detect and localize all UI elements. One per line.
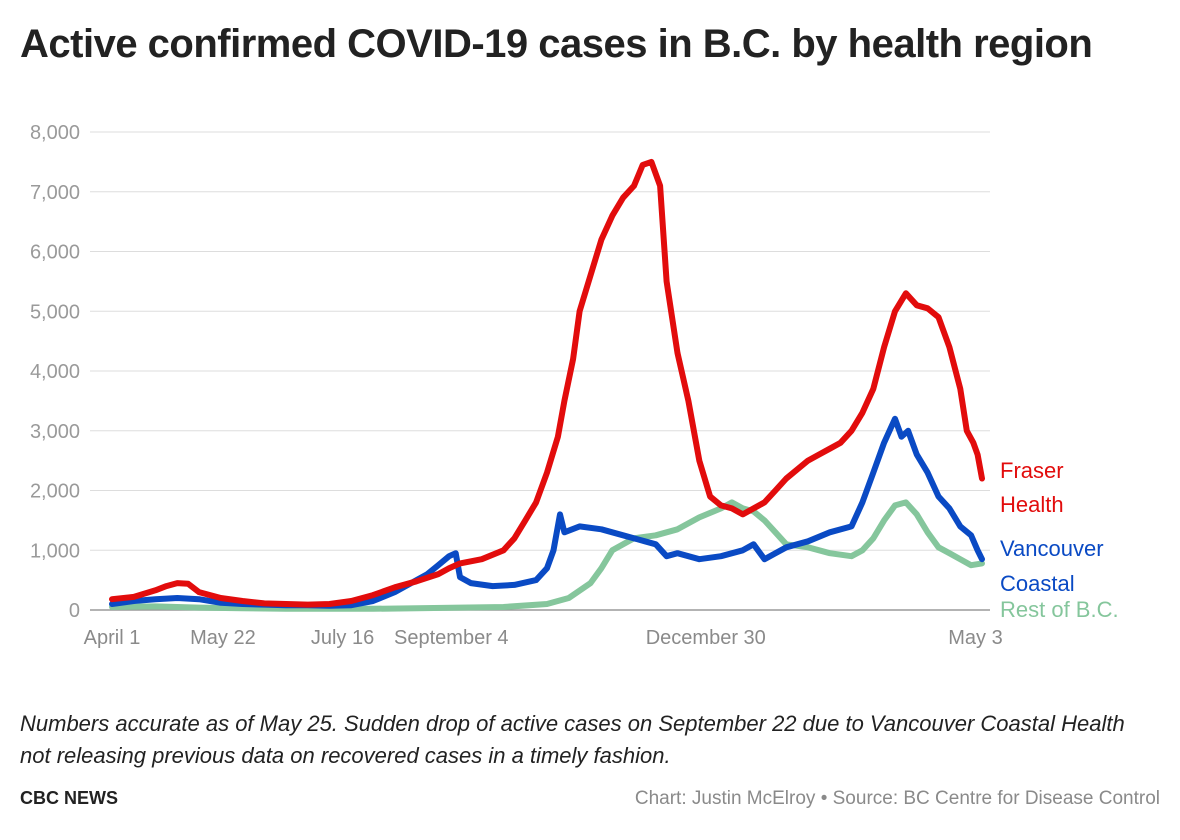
chart-footnote: Numbers accurate as of May 25. Sudden dr… — [20, 711, 1125, 768]
series-label: Fraser — [1000, 458, 1064, 483]
y-tick-label: 1,000 — [30, 540, 80, 562]
series-label: Rest of B.C. — [1000, 597, 1119, 622]
x-axis-ticks: April 1 May 22 July 16 September 4 December … — [84, 627, 1003, 649]
y-axis-ticks: 0 1,000 2,000 3,000 4,000 5,000 6,000 7,000 8,00… — [30, 122, 80, 622]
x-tick-label: December 30 — [646, 627, 766, 649]
x-tick-label: September 4 — [394, 627, 509, 649]
y-tick-label: 2,000 — [30, 481, 80, 503]
x-tick-label: May 22 — [190, 627, 256, 649]
y-tick-label: 0 — [69, 600, 80, 622]
x-tick-label: May 3 — [948, 627, 1002, 649]
line-chart: 0 1,000 2,000 3,000 4,000 5,000 6,000 7,000 8,00… — [30, 122, 1119, 649]
series-label: Health — [1000, 492, 1064, 517]
grid-layer — [90, 131, 990, 611]
series-label: Vancouver — [1000, 536, 1104, 561]
y-tick-label: 6,000 — [30, 242, 80, 264]
series-line-0 — [109, 158, 985, 608]
series-line-1 — [109, 415, 985, 609]
chart-credit: Chart: Justin McElroy • Source: BC Centr… — [634, 788, 1160, 809]
y-tick-label: 3,000 — [30, 421, 80, 443]
series-line-2 — [109, 499, 985, 612]
series-layer — [109, 158, 985, 612]
y-tick-label: 8,000 — [30, 122, 80, 144]
x-tick-label: April 1 — [84, 627, 141, 649]
series-label: Coastal — [1000, 571, 1075, 596]
y-tick-label: 5,000 — [30, 301, 80, 323]
brand-logo: CBC NEWS — [20, 788, 118, 808]
x-tick-label: July 16 — [311, 627, 374, 649]
chart-title: Active confirmed COVID-19 cases in B.C. … — [20, 22, 1093, 66]
y-tick-label: 4,000 — [30, 361, 80, 383]
y-tick-label: 7,000 — [30, 182, 80, 204]
